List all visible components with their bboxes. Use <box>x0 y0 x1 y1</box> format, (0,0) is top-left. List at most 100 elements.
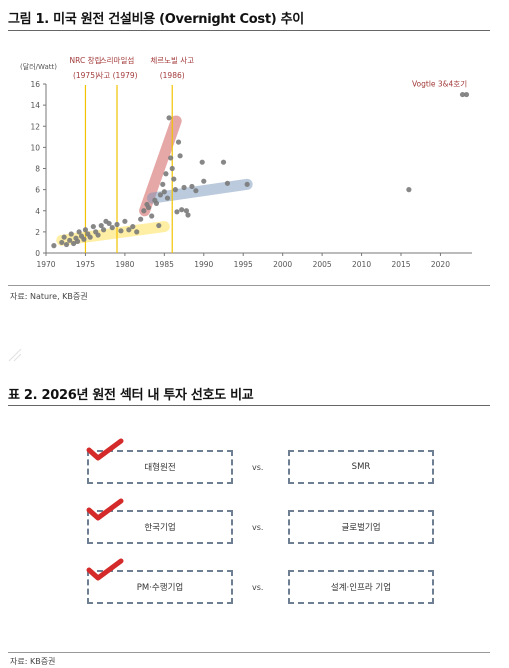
data-point <box>199 159 205 165</box>
data-point <box>71 240 77 247</box>
data-point <box>164 195 171 201</box>
data-point <box>189 183 195 190</box>
vs-label-3: vs. <box>252 583 264 592</box>
x-tick-label: 2015 <box>391 260 410 269</box>
data-point <box>463 91 470 98</box>
data-point <box>130 223 136 230</box>
highlight-band-yellow <box>56 221 170 246</box>
data-point <box>149 213 155 219</box>
x-tick-label: 1975 <box>76 260 95 269</box>
data-point <box>106 220 112 227</box>
data-point <box>98 222 104 229</box>
data-point <box>179 207 185 213</box>
x-tick-label: 1990 <box>194 260 213 269</box>
data-point <box>174 209 180 215</box>
data-point <box>156 222 162 229</box>
other-box-2: 글로벌기업 <box>288 510 434 544</box>
figure-1-top-rule <box>8 30 490 31</box>
data-point <box>172 187 178 193</box>
data-point <box>163 171 169 177</box>
event-label: 체르노빌 사고 <box>150 55 194 65</box>
event-label: NRC 창립 <box>70 56 102 65</box>
data-point <box>244 181 250 187</box>
preferred-box-2: 한국기업 <box>87 510 233 544</box>
construction-cost-chart: 0 2 4 6 8 10 12 14 16 1970 1975 1980 1985 1990 1995 200… <box>0 40 509 280</box>
event-year: (1986) <box>160 71 185 80</box>
data-point <box>141 208 147 214</box>
preferred-box-3: PM·수행기업 <box>87 570 233 604</box>
data-point <box>90 223 96 230</box>
watermark-mark <box>8 348 22 362</box>
figure-1-title: 그림 1. 미국 원전 건설비용 (Overnight Cost) 추이 <box>8 12 304 27</box>
y-tick-label: 10 <box>30 143 40 152</box>
y-tick-label: 8 <box>35 165 40 174</box>
data-point <box>100 227 107 233</box>
event-year: 사고 (1979) <box>96 71 137 80</box>
table-2-top-rule <box>8 405 490 406</box>
data-point <box>118 228 124 234</box>
data-point <box>168 155 174 161</box>
data-point <box>193 188 199 194</box>
data-point <box>224 180 231 186</box>
other-box-1: SMR <box>288 450 434 484</box>
x-tick-label: 1980 <box>115 260 134 269</box>
check-icon <box>86 558 124 581</box>
x-tick-label: 1970 <box>36 260 55 269</box>
x-tick-label: 2020 <box>431 260 450 269</box>
data-point <box>81 236 87 242</box>
data-point <box>59 239 65 246</box>
other-box-3: 설계·인프라 기업 <box>288 570 434 604</box>
y-axis-label: (달러/Watt) <box>20 62 57 71</box>
x-tick-label: 2000 <box>273 260 292 269</box>
y-tick-label: 0 <box>35 249 40 258</box>
data-point <box>161 189 167 195</box>
data-point <box>76 229 82 235</box>
y-tick-label: 4 <box>35 207 40 216</box>
table-2-bottom-rule <box>8 652 490 653</box>
data-point <box>134 229 140 235</box>
data-point <box>183 208 190 214</box>
data-point <box>145 204 152 211</box>
data-point <box>181 184 187 191</box>
x-tick-label: 2005 <box>313 260 332 269</box>
vs-label-2: vs. <box>252 523 264 532</box>
table-2-title: 표 2. 2026년 원전 섹터 내 투자 선호도 비교 <box>8 388 254 403</box>
y-tick-label: 6 <box>35 186 40 195</box>
data-point <box>157 192 163 198</box>
data-point <box>201 178 207 184</box>
x-tick-label: 1995 <box>234 260 253 269</box>
figure-1-source: 자료: Nature, KB증권 <box>10 292 88 301</box>
data-point <box>63 241 70 248</box>
vogtle-annotation: Vogtle 3&4호기 <box>412 80 467 89</box>
data-point <box>51 243 57 249</box>
y-tick-label: 12 <box>30 122 40 131</box>
data-point <box>68 231 74 237</box>
data-point <box>61 234 67 240</box>
data-point <box>109 225 115 231</box>
data-point <box>406 187 412 193</box>
data-point <box>177 153 183 159</box>
data-point <box>114 221 120 228</box>
y-tick-label: 2 <box>35 228 40 237</box>
data-point <box>138 216 144 222</box>
y-tick-label: 16 <box>30 80 40 89</box>
vs-label-1: vs. <box>252 463 264 472</box>
figure-1-bottom-rule <box>8 285 490 286</box>
data-point <box>175 139 182 145</box>
chart-svg: 0 2 4 6 8 10 12 14 16 1970 1975 1980 1985 1990 1995 200… <box>20 55 472 269</box>
x-tick-label: 2010 <box>352 260 371 269</box>
data-point <box>220 159 227 165</box>
data-point <box>160 181 166 187</box>
preferred-box-1: 대형원전 <box>87 450 233 484</box>
y-tick-label: 14 <box>30 101 40 110</box>
table-2-source: 자료: KB증권 <box>10 657 56 666</box>
event-year: (1975) <box>73 71 98 80</box>
data-point <box>166 115 172 121</box>
data-point <box>87 234 93 240</box>
check-icon <box>86 438 124 461</box>
data-point <box>74 238 81 244</box>
data-point <box>459 91 466 98</box>
data-point <box>95 232 101 238</box>
data-point <box>185 212 191 218</box>
data-point <box>169 165 175 172</box>
